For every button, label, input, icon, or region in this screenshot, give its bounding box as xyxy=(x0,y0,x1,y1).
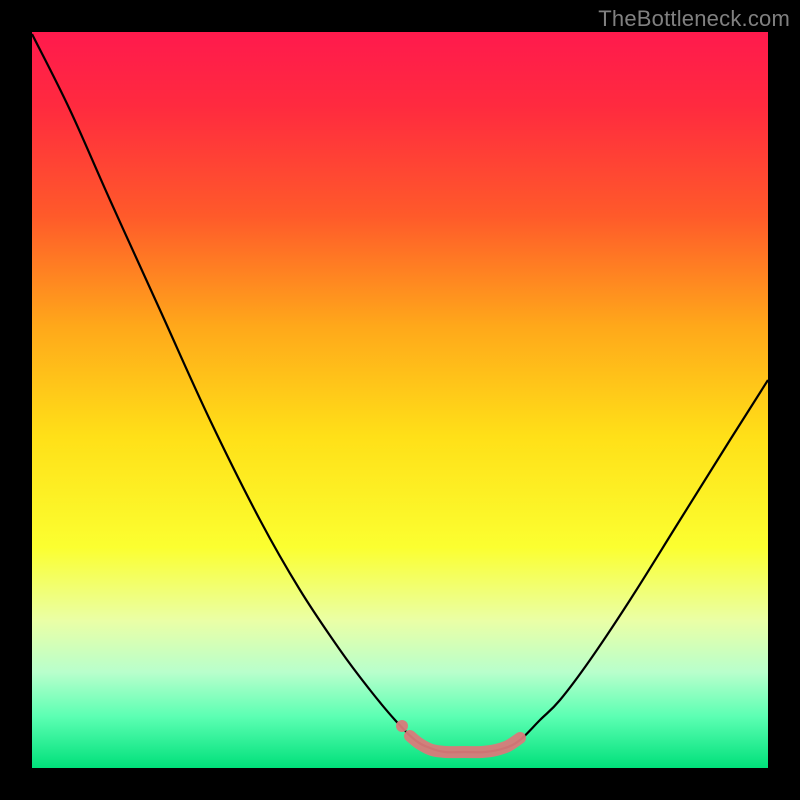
chart-container: TheBottleneck.com xyxy=(0,0,800,800)
plot-background xyxy=(32,32,768,768)
watermark-text: TheBottleneck.com xyxy=(598,6,790,32)
bottleneck-chart xyxy=(0,0,800,800)
accent-dot xyxy=(396,720,408,732)
